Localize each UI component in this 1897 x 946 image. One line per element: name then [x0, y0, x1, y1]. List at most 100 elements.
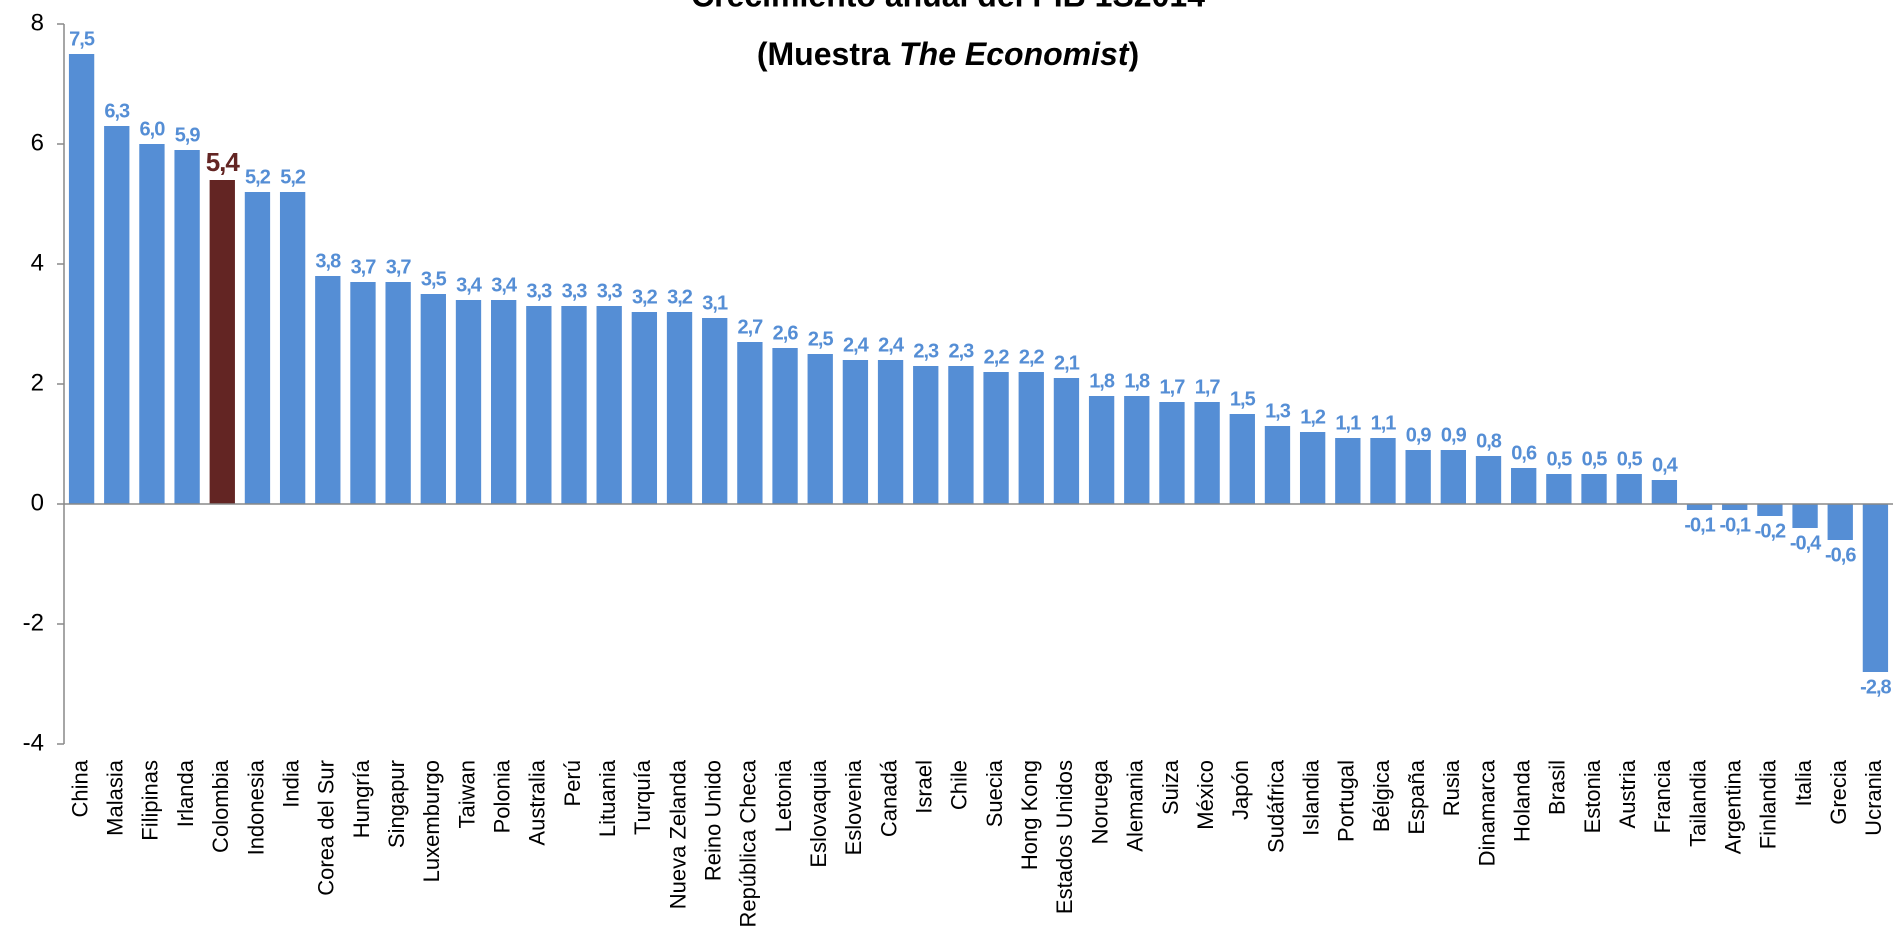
- bar: [104, 126, 130, 504]
- bar: [596, 306, 622, 504]
- x-tick-label: Luxemburgo: [419, 760, 444, 882]
- bar: [561, 306, 587, 504]
- x-tick-label: Estados Unidos: [1052, 760, 1077, 914]
- value-label: 3,3: [562, 280, 588, 302]
- y-tick-label: 0: [31, 489, 44, 516]
- value-label: 0,4: [1652, 454, 1679, 476]
- bar: [350, 282, 376, 504]
- bar: [807, 354, 833, 504]
- bar: [1018, 372, 1044, 504]
- value-label: 3,2: [667, 286, 693, 308]
- y-tick-label: 4: [31, 249, 44, 276]
- x-tick-label: Bélgica: [1369, 759, 1394, 832]
- value-label: 3,4: [456, 274, 483, 296]
- value-label: 1,1: [1335, 412, 1361, 434]
- value-label: 2,2: [984, 346, 1010, 368]
- bar: [772, 348, 798, 504]
- x-tick-label: Japón: [1228, 760, 1253, 820]
- value-label: 5,2: [245, 166, 271, 188]
- x-tick-label: Francia: [1650, 759, 1675, 833]
- value-label: 3,3: [597, 280, 623, 302]
- bar: [666, 312, 693, 504]
- bar: [315, 276, 341, 504]
- value-label: 3,8: [315, 250, 341, 272]
- value-label: 0,9: [1441, 424, 1467, 446]
- value-label: 3,3: [526, 280, 552, 302]
- x-tick-label: Malasia: [103, 759, 128, 836]
- bar: [279, 192, 306, 504]
- bar: [1088, 396, 1115, 504]
- x-tick-label: Indonesia: [243, 759, 268, 855]
- value-label: 2,3: [949, 340, 975, 362]
- value-label: -0,6: [1825, 544, 1856, 566]
- bar: [1581, 474, 1607, 504]
- x-tick-label: Polonia: [489, 759, 514, 833]
- bar: [1475, 456, 1502, 504]
- x-tick-label: Eslovenia: [841, 759, 866, 855]
- bar: [526, 306, 552, 504]
- x-tick-label: India: [278, 759, 303, 807]
- value-label: 0,5: [1617, 448, 1643, 470]
- chart-title: Crecimiento anual del PIB 1S2014: [691, 0, 1205, 13]
- x-tick-label: Taiwan: [454, 760, 479, 828]
- value-label: 1,2: [1300, 406, 1326, 428]
- value-label: 3,2: [632, 286, 658, 308]
- x-tick-label: Suiza: [1158, 759, 1183, 815]
- bar: [209, 180, 235, 504]
- value-label: 3,5: [421, 268, 447, 290]
- x-tick-label: Austria: [1615, 759, 1640, 828]
- bar: [491, 300, 517, 504]
- x-tick-label: Reino Unido: [701, 760, 726, 881]
- x-tick-label: República Checa: [736, 759, 761, 927]
- value-label: 6,3: [104, 100, 130, 122]
- value-label: 1,8: [1124, 370, 1150, 392]
- bar: [1862, 504, 1889, 672]
- value-label: 3,1: [702, 292, 728, 314]
- x-tick-label: Sudáfrica: [1263, 759, 1288, 853]
- value-label: 1,5: [1230, 388, 1256, 410]
- x-tick-label: Corea del Sur: [314, 760, 339, 896]
- bar: [68, 54, 95, 504]
- bar: [948, 366, 974, 504]
- x-tick-label: Brasil: [1545, 760, 1570, 815]
- bar: [1511, 468, 1537, 504]
- bar: [1686, 504, 1713, 510]
- bar: [1616, 474, 1642, 504]
- bar: [877, 360, 904, 504]
- value-label: 2,5: [808, 328, 834, 350]
- value-label: 3,7: [351, 256, 377, 278]
- x-tick-label: China: [67, 759, 92, 817]
- value-label: 2,2: [1019, 346, 1045, 368]
- x-tick-label: Italia: [1791, 759, 1816, 806]
- bar: [913, 366, 939, 504]
- x-tick-label: Dinamarca: [1474, 759, 1499, 866]
- x-tick-label: Noruega: [1087, 759, 1112, 844]
- bar: [1229, 414, 1255, 504]
- x-tick-label: Portugal: [1334, 760, 1359, 842]
- bar: [455, 300, 482, 504]
- value-label: 1,7: [1160, 376, 1186, 398]
- bar: [737, 342, 763, 504]
- value-label: 2,3: [913, 340, 939, 362]
- chart-subtitle: (Muestra The Economist): [757, 36, 1139, 72]
- value-label: 0,8: [1476, 430, 1502, 452]
- y-tick-label: 2: [31, 369, 44, 396]
- x-tick-label: Ucrania: [1861, 759, 1886, 836]
- x-tick-label: Alemania: [1123, 759, 1148, 851]
- x-tick-label: Turquía: [630, 759, 655, 835]
- value-label: 6,0: [140, 118, 166, 140]
- bar: [1335, 438, 1361, 504]
- x-tick-label: Lituania: [595, 759, 620, 837]
- x-tick-label: Argentina: [1721, 759, 1746, 854]
- value-label: 2,4: [843, 334, 870, 356]
- bar: [420, 294, 446, 504]
- x-tick-label: Islandia: [1298, 759, 1323, 836]
- bar: [1757, 504, 1783, 516]
- bar: [1827, 504, 1853, 540]
- y-tick-label: 6: [31, 129, 44, 156]
- value-label: 0,5: [1546, 448, 1572, 470]
- value-label: 1,8: [1089, 370, 1115, 392]
- x-tick-label: Estonia: [1580, 759, 1605, 833]
- x-tick-label: España: [1404, 759, 1429, 834]
